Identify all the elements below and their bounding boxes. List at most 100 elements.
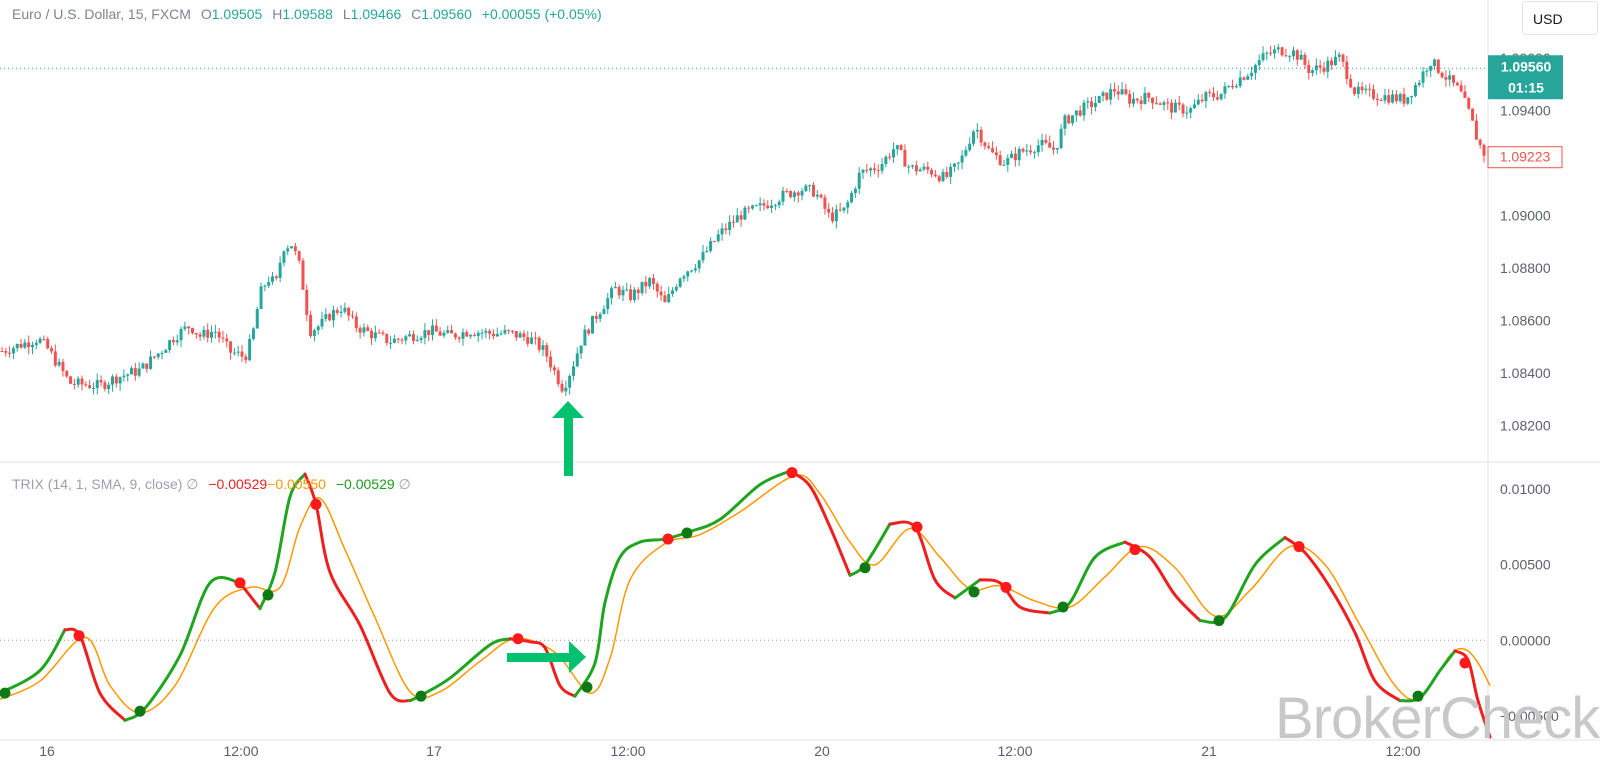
candle-body: [1391, 94, 1395, 103]
candle-body: [442, 332, 446, 336]
candle-body: [354, 316, 358, 329]
candle-body: [392, 338, 396, 343]
sell-signal-dot: [512, 633, 524, 645]
candle-body: [648, 278, 652, 287]
trix-tick-label: −0.00500: [1500, 708, 1559, 724]
candle-body: [488, 330, 492, 334]
candle-body: [549, 356, 553, 368]
candle-body: [667, 293, 671, 303]
candle-body: [617, 286, 621, 296]
candle-body: [1250, 72, 1254, 77]
price-tick-label: 1.09000: [1500, 207, 1551, 223]
candle-body: [61, 361, 65, 372]
candle-body: [834, 209, 838, 222]
candle-body: [640, 281, 644, 294]
candle-body: [1398, 93, 1402, 102]
candle-body: [133, 368, 137, 376]
price-y-axis[interactable]: 1.096001.094001.092001.090001.088001.086…: [1500, 50, 1551, 434]
currency-button[interactable]: USD: [1522, 1, 1598, 35]
candle-body: [579, 345, 583, 354]
candle-body: [1314, 65, 1318, 71]
close-label: C: [411, 6, 422, 22]
candle-body: [1455, 82, 1459, 86]
candle-body: [57, 361, 61, 366]
price-tick-label: 1.08200: [1500, 417, 1551, 433]
candle-body: [1231, 85, 1235, 88]
candle-body: [1170, 102, 1174, 113]
candle-body: [1379, 100, 1383, 102]
candle-body: [366, 327, 370, 331]
low-value: 1.09466: [350, 6, 402, 22]
candle-body: [1040, 139, 1044, 146]
candle-body: [1013, 153, 1017, 161]
candle-body: [869, 168, 873, 171]
candle-body: [983, 142, 987, 147]
symbol-title[interactable]: Euro / U.S. Dollar, 15, FXCM: [12, 6, 191, 22]
candle-body: [350, 315, 354, 317]
candle-body: [777, 201, 781, 206]
price-tick-label: 1.08400: [1500, 365, 1551, 381]
candle-body: [1474, 120, 1478, 140]
candle-body: [1082, 102, 1086, 116]
candle-body: [190, 328, 194, 334]
candle-body: [945, 172, 949, 177]
visibility-eye-icon-2[interactable]: ∅: [398, 476, 411, 492]
time-axis[interactable]: 16 12:00 17 12:00 20 12:00 21 12:00: [39, 743, 1421, 759]
candle-body: [1292, 50, 1296, 57]
candle-body: [941, 172, 945, 182]
candle-body: [994, 152, 998, 156]
candle-body: [15, 343, 19, 349]
candle-body: [431, 325, 435, 336]
buy-signal-dot: [1213, 615, 1225, 627]
last-price-badge: 1.09560 01:15: [1488, 55, 1563, 100]
candle-body: [1444, 77, 1448, 80]
candle-body: [1295, 50, 1299, 60]
sell-signal-dot: [911, 521, 923, 533]
candle-body: [789, 191, 793, 198]
candle-body: [38, 338, 42, 343]
candle-body: [95, 380, 99, 389]
candle-body: [1093, 103, 1097, 108]
candle-body: [1368, 88, 1372, 90]
price-legend[interactable]: Euro / U.S. Dollar, 15, FXCM O1.09505 H1…: [12, 6, 602, 22]
candle-body: [811, 185, 815, 197]
candle-body: [575, 353, 579, 367]
buy-signal-dot: [681, 527, 693, 539]
candle-body: [507, 330, 511, 332]
candle-body: [130, 368, 134, 375]
candle-body: [274, 276, 278, 279]
candle-body: [229, 341, 233, 353]
candle-body: [1318, 65, 1322, 68]
trix-title[interactable]: TRIX (14, 1, SMA, 9, close): [12, 476, 183, 492]
candle-body: [1010, 153, 1014, 159]
candle-body: [46, 339, 50, 349]
visibility-eye-icon[interactable]: ∅: [186, 476, 199, 492]
candle-body: [446, 330, 450, 333]
candle-body: [770, 205, 774, 209]
candle-body: [705, 250, 709, 252]
candle-body: [480, 332, 484, 334]
candle-body: [457, 337, 461, 339]
candlestick-series: [0, 43, 1486, 397]
trix-legend[interactable]: TRIX (14, 1, SMA, 9, close) ∅ −0.00529−0…: [12, 476, 411, 493]
trix-y-axis[interactable]: 0.01000 0.00500 0.00000 −0.00500: [1500, 481, 1559, 724]
candle-body: [857, 172, 861, 189]
candle-body: [1261, 53, 1265, 61]
candle-body: [453, 333, 457, 338]
candle-body: [758, 203, 762, 206]
candle-body: [469, 335, 473, 337]
candle-body: [526, 337, 530, 344]
candle-body: [472, 335, 476, 337]
trix-line-segment: [1453, 649, 1492, 739]
candle-body: [1269, 52, 1273, 54]
candle-body: [248, 339, 252, 361]
price-tick-label: 1.08800: [1500, 260, 1551, 276]
candle-body: [1364, 88, 1368, 91]
candle-body: [1025, 150, 1029, 152]
candle-body: [583, 329, 587, 346]
candle-body: [118, 377, 122, 384]
candle-body: [861, 169, 865, 173]
candle-body: [91, 388, 95, 390]
